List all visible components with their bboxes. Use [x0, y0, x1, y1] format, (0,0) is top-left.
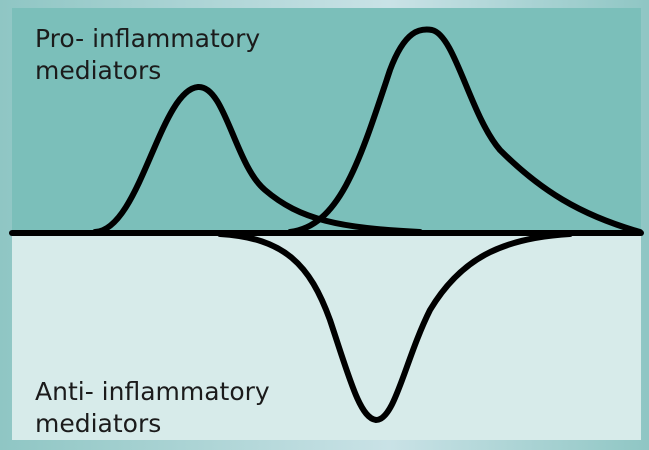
- anti-label-line1: Anti- inflammatory: [35, 377, 270, 406]
- anti-curve: [217, 231, 573, 423]
- pro-label-line2: mediators: [35, 56, 161, 85]
- pro-curve-late: [287, 26, 643, 235]
- anti-region: [12, 234, 641, 440]
- anti-label-line2: mediators: [35, 409, 161, 438]
- pro-region: [12, 8, 641, 234]
- pro-label-line1: Pro- inflammatory: [35, 24, 260, 53]
